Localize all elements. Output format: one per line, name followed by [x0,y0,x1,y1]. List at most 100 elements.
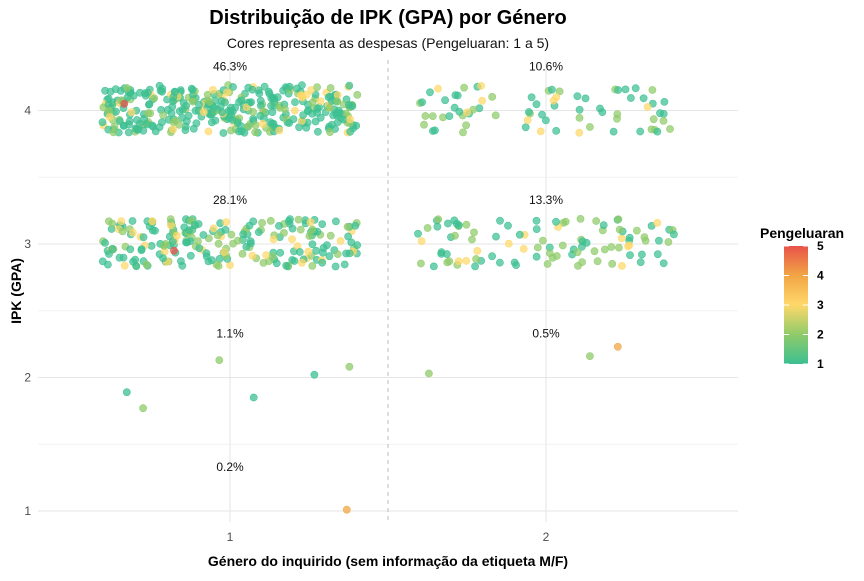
data-point [151,226,159,235]
data-point [633,226,641,235]
data-point [175,107,184,115]
data-point [254,228,263,236]
data-point [213,231,222,240]
data-point [181,122,190,131]
data-point [653,218,662,227]
data-point [345,81,354,90]
data-point [255,89,264,98]
data-point [104,260,112,269]
data-point [617,234,626,243]
data-point [245,221,254,230]
data-point [586,352,594,360]
data-point [289,115,298,123]
data-point [339,115,348,124]
data-point [227,230,236,239]
data-point [643,103,652,111]
data-point [607,243,616,251]
data-point [626,251,634,259]
percent-label: 10.6% [529,60,563,74]
data-point [345,362,354,371]
data-point [120,99,129,108]
data-point [242,242,251,251]
y-tick-label: 3 [24,237,31,251]
data-point [641,236,650,245]
data-point [472,255,480,263]
data-point [151,127,160,136]
data-point [423,224,432,232]
data-point [231,103,239,112]
data-point [124,128,133,137]
data-point [207,256,216,265]
data-point [312,246,321,255]
data-point [310,370,319,379]
data-point [473,246,482,255]
data-point [204,127,213,136]
data-point [105,113,114,121]
data-point [575,128,584,137]
data-point [322,241,331,250]
data-point [316,97,325,105]
data-point [238,249,247,258]
data-point [290,106,299,115]
data-point [318,258,327,267]
data-point [576,214,585,223]
data-point [296,225,305,234]
data-point [532,225,541,233]
data-point [297,81,306,90]
data-point [631,84,640,93]
data-point [294,215,303,224]
data-point [297,258,306,267]
data-point [279,228,288,237]
data-point [454,257,463,266]
data-point [144,109,152,118]
data-point [519,244,528,253]
data-point [326,84,335,92]
data-point [176,257,185,265]
y-tick-label: 4 [24,104,31,118]
data-point [139,404,147,413]
data-point [98,118,107,127]
data-point [532,216,541,225]
data-point [659,117,668,125]
data-point [462,121,470,130]
legend-title: Pengeluaran [760,225,844,241]
data-point [491,111,500,120]
data-point [351,221,360,230]
data-point [414,229,422,238]
data-point [504,221,512,230]
data-point [434,84,442,93]
data-point [593,257,602,266]
data-point [222,218,230,226]
data-point [304,247,313,256]
data-point [184,111,193,120]
data-point [525,108,533,116]
data-point [134,125,143,134]
legend-tick-label: 4 [817,269,824,283]
percent-label: 46.3% [213,60,247,74]
data-point [128,228,137,237]
data-point [592,217,601,225]
data-point [285,82,294,91]
data-point [504,239,513,248]
data-point [243,122,252,131]
data-point [575,105,584,114]
data-point [614,215,623,224]
data-point [299,111,307,119]
data-point [240,128,249,137]
data-point [428,127,437,135]
data-point [166,215,175,223]
data-point [450,216,459,225]
data-point [543,260,552,268]
data-point [615,225,624,234]
data-point [653,127,662,136]
data-point [168,102,177,111]
data-point [653,250,662,259]
data-point [118,227,127,236]
data-point [123,84,131,92]
data-point [538,110,546,119]
data-point [251,128,260,137]
data-points [98,81,678,514]
data-point [186,251,195,260]
data-point [639,94,648,103]
